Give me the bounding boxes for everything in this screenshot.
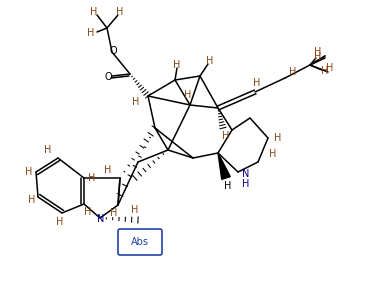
Text: H: H xyxy=(131,205,139,215)
Text: H: H xyxy=(321,66,329,76)
Text: H: H xyxy=(87,28,95,38)
Text: H: H xyxy=(206,56,214,66)
Text: H: H xyxy=(173,60,181,70)
Text: H: H xyxy=(222,131,230,141)
Text: O: O xyxy=(104,72,112,82)
Text: H: H xyxy=(289,67,297,77)
Text: H: H xyxy=(132,97,140,107)
Text: O: O xyxy=(109,46,117,56)
Text: H: H xyxy=(110,208,118,218)
Text: H: H xyxy=(253,78,261,88)
Text: N: N xyxy=(97,214,105,224)
Text: H: H xyxy=(274,133,282,143)
Text: H: H xyxy=(44,145,52,155)
Text: H: H xyxy=(88,173,96,183)
Text: H: H xyxy=(314,47,322,57)
Polygon shape xyxy=(218,153,230,179)
Text: H: H xyxy=(224,181,232,191)
Text: H: H xyxy=(25,167,33,177)
Text: H: H xyxy=(28,195,36,205)
FancyBboxPatch shape xyxy=(118,229,162,255)
Text: H: H xyxy=(269,149,277,159)
Text: H: H xyxy=(242,179,250,189)
Text: H: H xyxy=(104,165,112,175)
Text: H: H xyxy=(326,63,334,73)
Text: Abs: Abs xyxy=(131,237,149,247)
Text: H: H xyxy=(56,217,64,227)
Text: H: H xyxy=(314,52,322,62)
Text: H: H xyxy=(84,207,92,217)
Text: N: N xyxy=(242,169,250,179)
Text: H: H xyxy=(116,7,124,17)
Text: H: H xyxy=(184,90,192,100)
Text: H: H xyxy=(90,7,98,17)
